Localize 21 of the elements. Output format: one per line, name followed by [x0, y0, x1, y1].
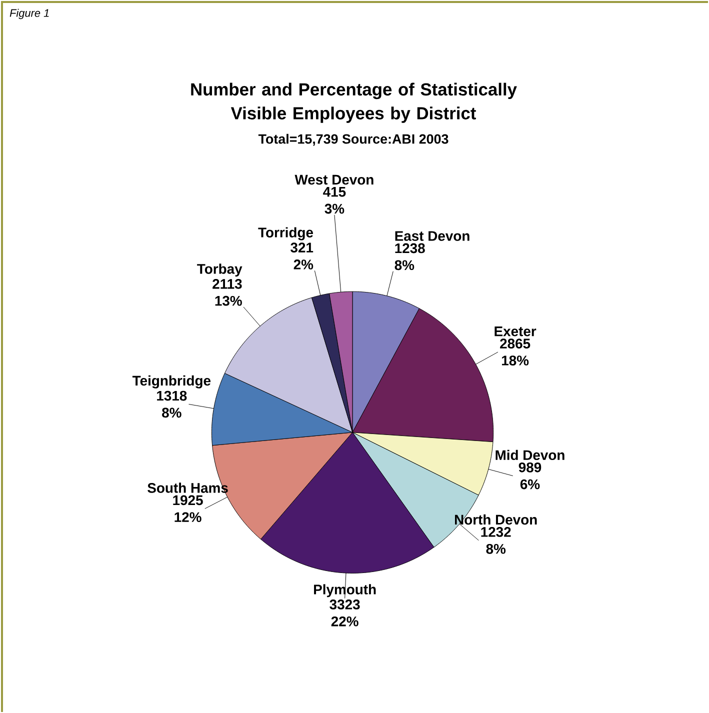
data-label: 989 6%: [518, 462, 542, 490]
slice-label: Plymouth: [314, 584, 376, 598]
caption: Figure 1: [10, 8, 49, 20]
data-label: 1238 8%: [394, 243, 425, 270]
slice-label: Torbay: [197, 264, 242, 277]
data-label: 1925 12%: [173, 495, 203, 522]
data-label: 1318 8%: [157, 390, 187, 418]
slice-label: East Devon: [395, 231, 470, 241]
slice-label: Teignbridge: [132, 375, 211, 388]
data-label: 2865 18%: [500, 338, 530, 366]
slice-label: Mid Devon: [496, 450, 564, 460]
data-label: 2113 13%: [212, 278, 242, 306]
slice-label: Exeter: [494, 326, 536, 336]
slice-label: West Devon: [294, 174, 374, 185]
data-label: 321 2%: [290, 242, 314, 270]
data-label: 415 3%: [323, 187, 346, 214]
chart-subtitle: Total=15,739 Source:ABI 2003: [258, 134, 448, 146]
chart-title: Number and Percentage of Statistically Visible Employees by District: [191, 82, 517, 123]
slice-label: Torridge: [258, 227, 314, 240]
data-label: 1232 8%: [481, 527, 511, 554]
data-label: 3323 22%: [330, 600, 360, 626]
